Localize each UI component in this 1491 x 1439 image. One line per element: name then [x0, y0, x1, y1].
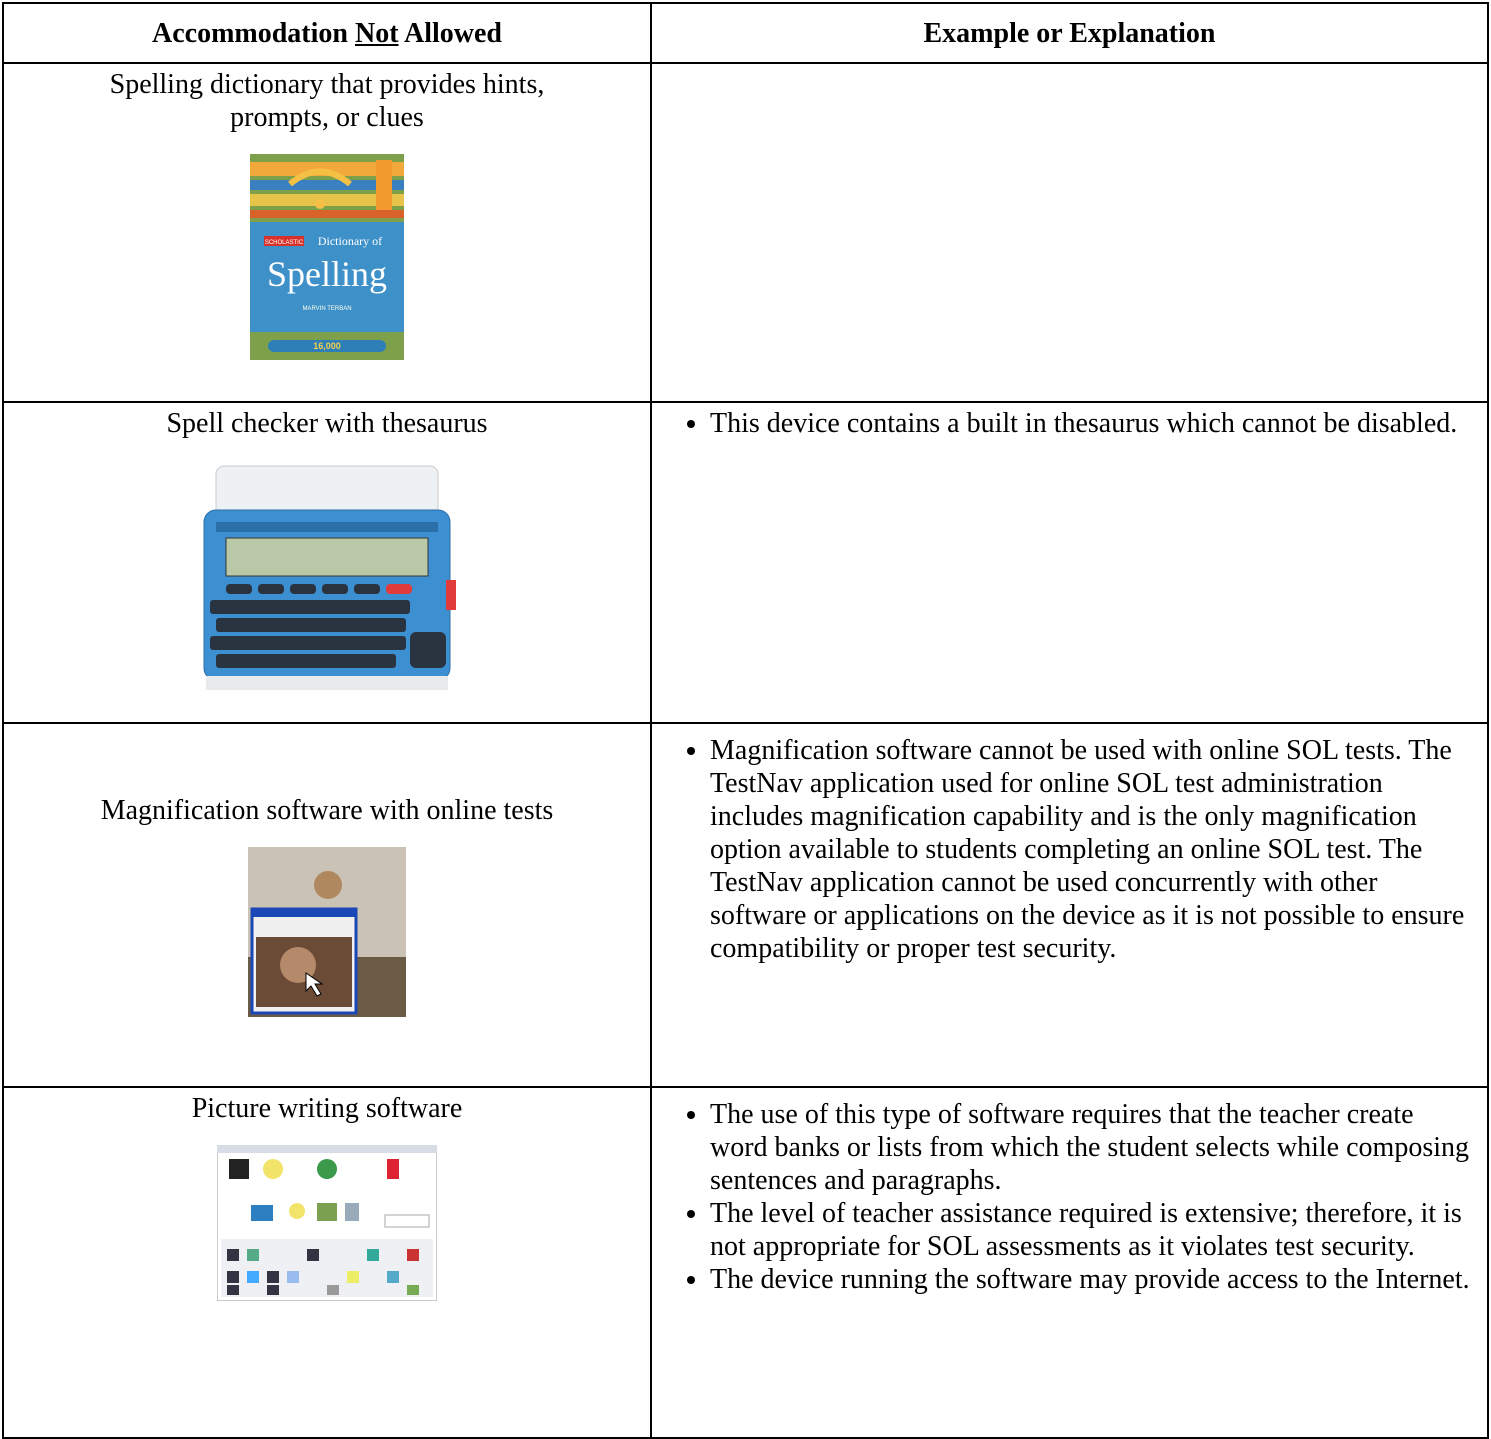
explanation-item: This device contains a built in thesauru…: [710, 407, 1477, 440]
accommodation-text: Picture writing software: [191, 1093, 463, 1124]
header-row: Accommodation Not Allowed Example or Exp…: [2, 2, 1489, 64]
spell-checker-image: [203, 465, 456, 690]
accommodation-cell: Magnification software with online tests: [2, 722, 652, 1088]
explanation-list: This device contains a built in thesauru…: [662, 407, 1477, 440]
explanation-item: Magnification software cannot be used wi…: [710, 734, 1477, 965]
header-cell: Example or Explanation: [650, 2, 1489, 64]
header-cell: Accommodation Not Allowed: [2, 2, 652, 64]
explanation-item: The use of this type of software require…: [710, 1098, 1477, 1197]
book-word-count: 16,000: [313, 341, 341, 351]
row: Magnification software with online tests…: [2, 722, 1489, 1088]
row: Spell checker with thesaurus This device…: [2, 401, 1489, 724]
book-author: MARVIN TERBAN: [302, 306, 351, 312]
header-text: Accommodation: [152, 17, 348, 49]
explanation-cell: This device contains a built in thesauru…: [650, 401, 1489, 724]
row: Picture writing software The use of this…: [2, 1086, 1489, 1439]
book-subtitle: Dictionary of: [318, 234, 382, 248]
explanation-list: Magnification software cannot be used wi…: [662, 734, 1477, 965]
explanation-cell: [650, 62, 1489, 403]
explanation-cell: Magnification software cannot be used wi…: [650, 722, 1489, 1088]
explanation-cell: The use of this type of software require…: [650, 1086, 1489, 1439]
accommodation-cell: Picture writing software: [2, 1086, 652, 1439]
header-underlined: Not: [354, 17, 399, 49]
book-title: Spelling: [267, 254, 387, 294]
row: Spelling dictionary that provides hints,…: [2, 62, 1489, 403]
explanation-item: The level of teacher assistance required…: [710, 1197, 1477, 1263]
accommodation-text: Magnification software with online tests: [100, 794, 554, 826]
book-publisher: SCHOLASTIC: [265, 240, 304, 246]
header-text: Allowed: [404, 17, 502, 49]
book-cover-image: SCHOLASTIC Dictionary of Spelling MARVIN…: [250, 154, 404, 360]
picture-writing-image: [217, 1145, 437, 1301]
accommodation-cell: Spell checker with thesaurus: [2, 401, 652, 724]
accommodation-text: Spell checker with thesaurus: [166, 408, 488, 439]
magnifier-image: [248, 846, 406, 1017]
accommodation-text: Spelling dictionary that provides hints,…: [109, 69, 545, 133]
explanation-list: The use of this type of software require…: [662, 1098, 1477, 1296]
accommodation-cell: Spelling dictionary that provides hints,…: [2, 62, 652, 403]
explanation-item: The device running the software may prov…: [710, 1263, 1477, 1296]
